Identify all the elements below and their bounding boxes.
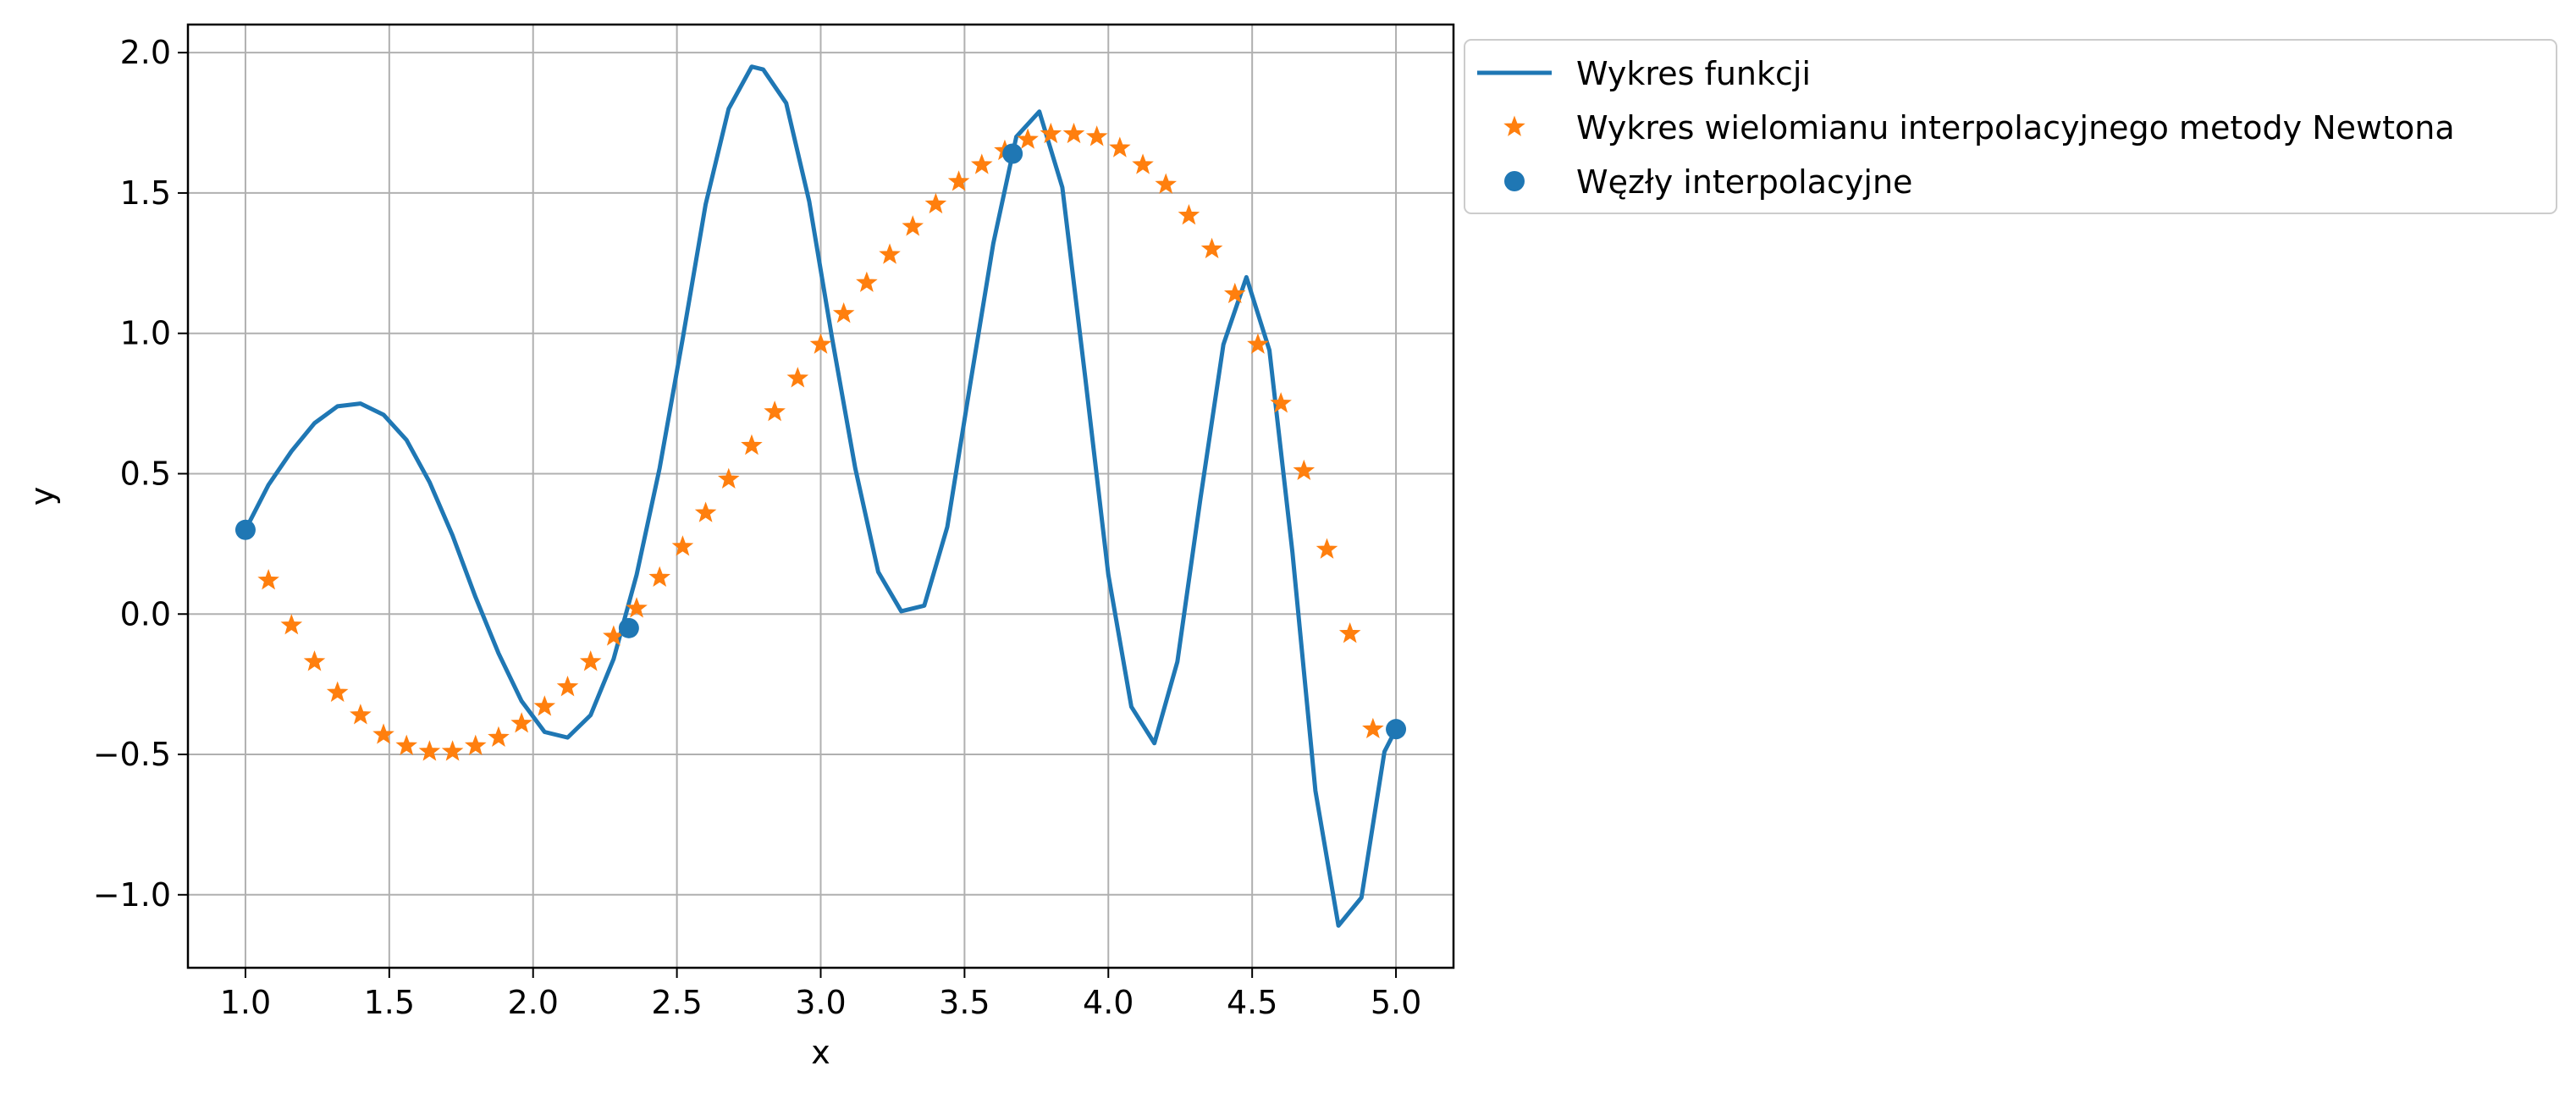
newton-polynomial-point <box>694 501 717 522</box>
newton-polynomial-point <box>464 734 487 755</box>
newton-polynomial-point <box>970 153 993 174</box>
x-tick-label: 3.0 <box>795 984 846 1021</box>
interpolation-node <box>1002 143 1023 164</box>
newton-polynomial-point <box>510 712 532 733</box>
interpolation-node <box>234 519 256 540</box>
plot-series <box>234 64 1407 928</box>
legend-star-swatch <box>1503 115 1525 136</box>
y-tick-label: −1.0 <box>93 876 171 914</box>
newton-polynomial-point <box>372 723 394 744</box>
newton-polynomial-point <box>1270 392 1292 413</box>
x-tick-label: 4.5 <box>1227 984 1277 1021</box>
newton-polynomial-point <box>1155 173 1178 194</box>
newton-polynomial-point <box>350 704 372 725</box>
x-tick-label: 5.0 <box>1371 984 1421 1021</box>
legend-label: Węzły interpolacyjne <box>1576 163 1912 201</box>
x-tick-label: 2.5 <box>651 984 702 1021</box>
newton-polynomial-point <box>1200 237 1223 259</box>
newton-polynomial-point <box>924 192 947 214</box>
newton-polynomial-point <box>1293 459 1316 481</box>
newton-polynomial-point <box>280 614 303 635</box>
y-tick-label: 0.0 <box>120 595 171 632</box>
interpolation-node <box>1386 719 1407 740</box>
newton-polynomial-point <box>1017 128 1039 149</box>
newton-polynomial-point <box>626 597 648 618</box>
x-tick-label: 4.0 <box>1083 984 1134 1021</box>
x-tick-label: 1.0 <box>220 984 271 1021</box>
newton-polynomial-point <box>671 535 694 556</box>
legend-circle-swatch <box>1504 171 1525 191</box>
newton-polynomial-point <box>1109 136 1131 157</box>
newton-polynomial-point <box>395 734 418 755</box>
newton-polynomial-point <box>1223 282 1246 304</box>
newton-polynomial-point <box>809 333 832 354</box>
newton-polynomial-point <box>648 566 671 588</box>
newton-polynomial-point <box>257 569 279 590</box>
y-tick-label: 1.0 <box>120 315 171 352</box>
y-axis-label: y <box>24 487 61 506</box>
newton-polynomial-point <box>1040 122 1062 144</box>
newton-polynomial-point <box>303 650 326 671</box>
newton-polynomial-point <box>879 243 901 264</box>
x-axis-label: x <box>811 1034 830 1071</box>
y-tick-label: 2.0 <box>120 34 171 71</box>
newton-polynomial-point <box>717 467 740 489</box>
newton-polynomial-point <box>902 215 924 236</box>
function-line <box>242 64 1399 928</box>
newton-polynomial-point <box>947 170 970 191</box>
newton-polynomial-point <box>1062 122 1085 144</box>
legend-label: Wykres funkcji <box>1576 55 1811 92</box>
newton-polynomial-point <box>1247 333 1269 354</box>
x-tick-label: 2.0 <box>508 984 559 1021</box>
newton-polynomial-point <box>441 740 464 761</box>
newton-polynomial-point <box>741 434 763 456</box>
y-tick-label: 1.5 <box>120 174 171 212</box>
newton-polynomial-point <box>326 681 349 702</box>
newton-polynomial-point <box>1316 538 1338 559</box>
newton-polynomial-point <box>418 740 441 761</box>
newton-polynomial-point <box>1178 204 1200 225</box>
newton-polynomial-point <box>1338 622 1361 643</box>
newton-polynomial-point <box>764 400 786 422</box>
x-tick-label: 3.5 <box>939 984 990 1021</box>
newton-polynomial-point <box>786 367 809 388</box>
legend: Wykres funkcji Wykres wielomianu interpol… <box>1464 39 2557 214</box>
legend-label: Wykres wielomianu interpolacyjnego metod… <box>1576 109 2455 146</box>
newton-polynomial-point <box>856 271 878 292</box>
y-tick-label: 0.5 <box>120 455 171 492</box>
newton-polynomial-point <box>579 650 602 671</box>
newton-polynomial-point <box>488 726 510 748</box>
newton-polynomial-point <box>533 695 556 716</box>
x-tick-label: 1.5 <box>364 984 415 1021</box>
newton-polynomial-point <box>1132 153 1154 174</box>
newton-polynomial-point <box>1085 125 1108 146</box>
legend-box <box>1464 39 2557 214</box>
newton-polynomial-point <box>832 302 855 323</box>
interpolation-node <box>618 617 639 638</box>
newton-polynomial-point <box>556 676 579 697</box>
axis-ticks: 1.0 1.5 2.0 2.5 3.0 3.5 4.0 4.5 5.0 −1.0 −0.5 0.0 0.… <box>93 34 1422 1021</box>
newton-polynomial-point <box>1362 717 1384 739</box>
y-tick-label: −0.5 <box>93 736 171 773</box>
